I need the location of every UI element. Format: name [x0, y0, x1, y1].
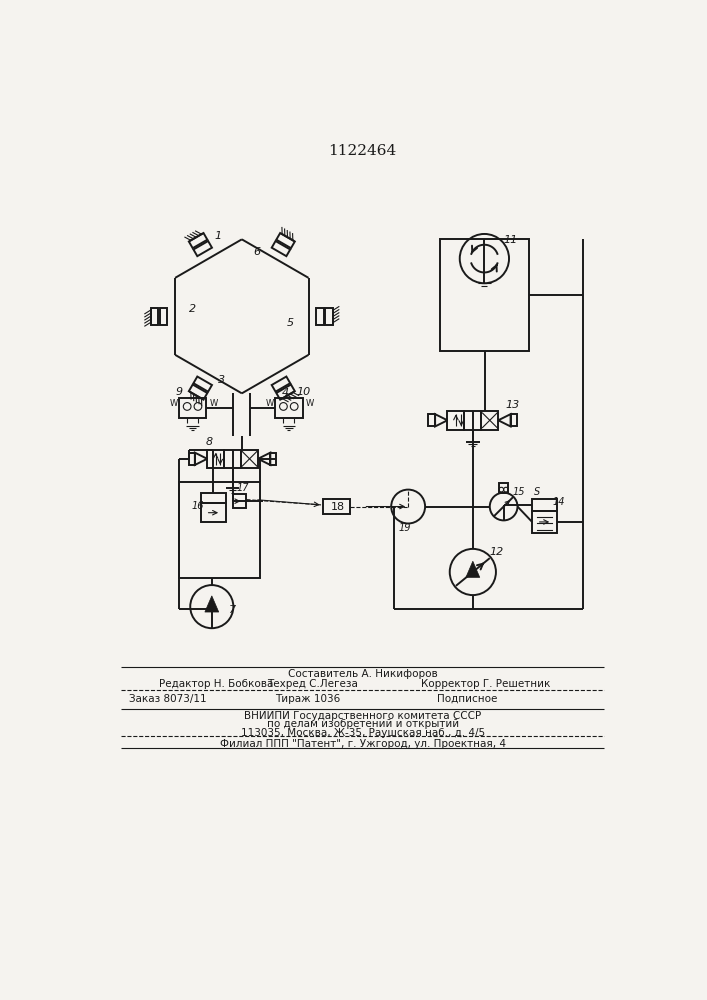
Bar: [481, 411, 498, 430]
Text: 16: 16: [192, 501, 204, 511]
Text: Заказ 8073/11: Заказ 8073/11: [129, 694, 206, 704]
Text: Корректор Г. Решетник: Корректор Г. Решетник: [421, 679, 551, 689]
Text: 2: 2: [189, 304, 196, 314]
Text: 4: 4: [281, 388, 288, 398]
Text: Подписное: Подписное: [437, 694, 497, 704]
Text: 10: 10: [296, 387, 311, 397]
Bar: [201, 503, 226, 522]
Text: Тираж 1036: Тираж 1036: [275, 694, 340, 704]
Text: W: W: [209, 399, 218, 408]
Text: 1: 1: [215, 231, 222, 241]
Text: 9: 9: [175, 387, 182, 397]
Text: W: W: [305, 399, 314, 408]
Bar: [532, 511, 557, 533]
Text: 6: 6: [254, 247, 261, 257]
Text: 15: 15: [513, 487, 525, 497]
Bar: [201, 493, 226, 503]
Polygon shape: [205, 596, 218, 612]
Text: 5: 5: [287, 318, 294, 328]
Bar: [275, 398, 303, 418]
Text: 3: 3: [218, 375, 225, 385]
Bar: [189, 453, 195, 465]
Text: 8: 8: [206, 437, 213, 447]
Text: Составитель А. Никифоров: Составитель А. Никифоров: [288, 669, 438, 679]
Polygon shape: [466, 561, 480, 577]
Bar: [510, 414, 518, 426]
Text: 113035, Москва, Ж-35, Раушская наб., д. 4/5: 113035, Москва, Ж-35, Раушская наб., д. …: [240, 728, 485, 738]
Bar: [499, 483, 508, 493]
Bar: [233, 494, 247, 508]
Bar: [448, 411, 464, 430]
Text: 17: 17: [236, 483, 249, 493]
Text: Техред С.Легеза: Техред С.Легеза: [267, 679, 358, 689]
Text: 7: 7: [229, 605, 236, 615]
Bar: [464, 411, 481, 430]
Bar: [322, 499, 351, 514]
Bar: [440, 239, 529, 351]
Bar: [270, 453, 276, 465]
Text: Филиал ППП "Патент", г. Ужгород, ул. Проектная, 4: Филиал ППП "Патент", г. Ужгород, ул. Про…: [220, 739, 506, 749]
Text: W: W: [266, 399, 274, 408]
Text: S: S: [534, 487, 540, 497]
Text: 13: 13: [506, 400, 520, 410]
Bar: [179, 398, 206, 418]
Text: 14: 14: [552, 497, 565, 507]
Text: 18: 18: [330, 502, 344, 512]
Text: 12: 12: [490, 547, 504, 557]
Bar: [241, 450, 258, 468]
Text: ВНИИПИ Государственного комитета СССР: ВНИИПИ Государственного комитета СССР: [244, 711, 481, 721]
Text: W: W: [170, 399, 177, 408]
Text: 11: 11: [503, 235, 518, 245]
Text: 1122464: 1122464: [329, 144, 397, 158]
Text: Редактор Н. Бобкова: Редактор Н. Бобкова: [160, 679, 274, 689]
Bar: [428, 414, 435, 426]
Bar: [532, 499, 557, 511]
Bar: [179, 482, 259, 578]
Bar: [207, 450, 224, 468]
Text: по делам изобретений и открытий: по делам изобретений и открытий: [267, 719, 459, 729]
Bar: [224, 450, 241, 468]
Text: 19: 19: [399, 523, 411, 533]
